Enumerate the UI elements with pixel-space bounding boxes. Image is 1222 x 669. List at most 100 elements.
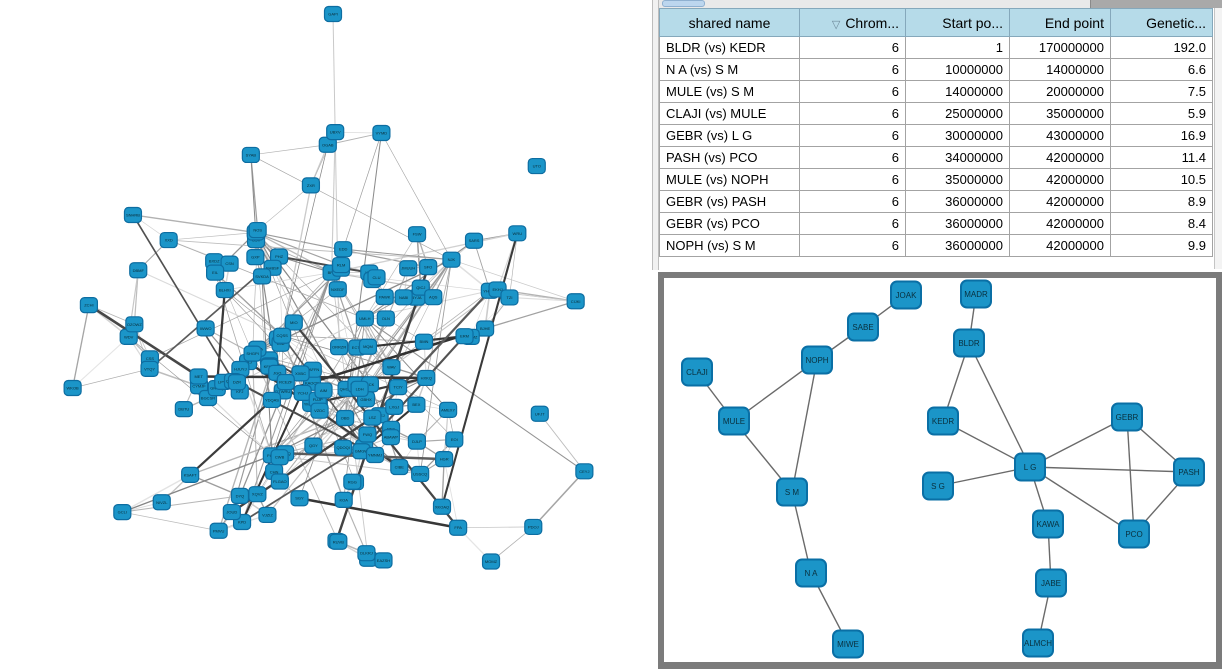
network-node[interactable]: SVKDA — [252, 268, 272, 285]
main-network-canvas[interactable]: KWALECTDKPDBXDZJMUUHWEFASYABGNSCUTOSNHRB… — [0, 0, 652, 669]
network-node[interactable]: UFJT — [530, 405, 549, 422]
subnetwork-edge-BLDR-L G[interactable] — [968, 342, 1031, 468]
cell-chromosome[interactable]: 6 — [799, 36, 906, 59]
table-row[interactable]: BLDR (vs) KEDR 6 1 170000000 192.0 — [659, 36, 1213, 59]
column-header-end-point[interactable]: End point — [1009, 8, 1111, 37]
network-node[interactable]: ZXR — [301, 177, 321, 194]
subnetwork-node-ALMCH[interactable]: ALMCH — [1022, 628, 1054, 658]
cell-start-point[interactable]: 34000000 — [905, 146, 1010, 169]
network-node[interactable]: VJZIZ — [258, 506, 277, 524]
cell-end-point[interactable]: 35000000 — [1009, 102, 1111, 125]
network-node[interactable]: NJK — [442, 251, 461, 268]
network-node[interactable]: VYMD — [372, 124, 391, 142]
network-edge[interactable] — [189, 399, 273, 476]
network-node[interactable]: CLU — [367, 269, 386, 286]
cell-start-point[interactable]: 36000000 — [905, 190, 1010, 213]
cell-shared-name[interactable]: BLDR (vs) KEDR — [659, 36, 800, 59]
cell-chromosome[interactable]: 6 — [799, 102, 906, 125]
subnetwork-node-MULE[interactable]: MULE — [718, 406, 750, 436]
network-edge[interactable] — [509, 296, 576, 302]
network-node[interactable]: UMLH — [355, 310, 374, 327]
network-edge[interactable] — [71, 305, 90, 389]
cell-shared-name[interactable]: NOPH (vs) S M — [659, 234, 800, 257]
cell-start-point[interactable]: 36000000 — [905, 234, 1010, 257]
subnetwork-node-JOAK[interactable]: JOAK — [890, 280, 922, 310]
network-edge[interactable] — [257, 185, 312, 231]
network-node[interactable]: MQM — [358, 338, 378, 355]
network-node[interactable]: WKOB — [63, 379, 82, 397]
cell-chromosome[interactable]: 6 — [799, 168, 906, 191]
network-node[interactable]: MOMZ — [481, 553, 501, 570]
network-node[interactable]: IWWO — [196, 320, 215, 337]
network-edge[interactable] — [168, 239, 452, 261]
cell-genetic[interactable]: 10.5 — [1110, 168, 1213, 191]
cell-start-point[interactable]: 35000000 — [905, 168, 1010, 191]
network-edge[interactable] — [168, 232, 256, 241]
network-edge[interactable] — [539, 413, 585, 472]
network-node[interactable]: RLM — [331, 256, 351, 274]
cell-end-point[interactable]: 43000000 — [1009, 124, 1111, 147]
network-node[interactable]: SARS — [464, 232, 484, 249]
network-node[interactable]: BLHXI — [215, 281, 234, 299]
cell-shared-name[interactable]: MULE (vs) NOPH — [659, 168, 800, 191]
cell-genetic[interactable]: 6.6 — [1110, 58, 1213, 81]
network-edge[interactable] — [425, 259, 452, 379]
network-node[interactable]: BEX — [407, 396, 426, 413]
network-edge[interactable] — [122, 454, 273, 513]
network-node[interactable]: WRU — [508, 225, 527, 242]
network-edge[interactable] — [364, 233, 418, 319]
network-edge[interactable] — [364, 318, 449, 411]
network-edge[interactable] — [122, 511, 219, 532]
network-edge[interactable] — [381, 132, 452, 260]
cell-start-point[interactable]: 1 — [905, 36, 1010, 59]
network-node[interactable]: KOA — [334, 491, 353, 508]
network-node[interactable]: JOUD — [222, 503, 241, 521]
network-node[interactable]: SHGPI — [243, 345, 262, 362]
network-edge[interactable] — [255, 239, 332, 273]
network-edge[interactable] — [133, 270, 139, 325]
subnetwork-node-SABE[interactable]: SABE — [847, 312, 879, 342]
network-node[interactable]: QGY — [304, 437, 323, 454]
network-node[interactable]: PAWK — [375, 288, 394, 306]
cell-genetic[interactable]: 16.9 — [1110, 124, 1213, 147]
network-node[interactable]: EOI — [445, 431, 464, 448]
column-header-shared-name[interactable]: shared name — [659, 8, 800, 37]
network-node[interactable]: LSZ — [363, 409, 382, 426]
network-node[interactable]: EAZSH — [374, 552, 393, 569]
column-header-start-point[interactable]: Start po... — [905, 8, 1010, 37]
network-node[interactable]: CIBE — [390, 458, 409, 476]
cell-shared-name[interactable]: GEBR (vs) PASH — [659, 190, 800, 213]
table-vertical-scrollbar[interactable] — [1214, 8, 1222, 269]
cell-shared-name[interactable]: MULE (vs) S M — [659, 80, 800, 103]
network-node[interactable]: AMEXY — [439, 401, 458, 418]
network-node[interactable]: XQVZ — [248, 486, 267, 503]
table-row[interactable]: GEBR (vs) PASH 6 36000000 42000000 8.9 — [659, 190, 1213, 213]
subnetwork-node-MADR[interactable]: MADR — [960, 279, 992, 309]
network-edge[interactable] — [138, 269, 283, 337]
cell-shared-name[interactable]: GEBR (vs) PCO — [659, 212, 800, 235]
table-horizontal-scrollbar[interactable] — [659, 0, 1222, 8]
table-row[interactable]: MULE (vs) NOPH 6 35000000 42000000 10.5 — [659, 168, 1213, 191]
subnetwork-node-PCO[interactable]: PCO — [1118, 519, 1150, 549]
network-node[interactable]: CQSS — [273, 327, 292, 344]
cell-chromosome[interactable]: 6 — [799, 190, 906, 213]
cell-chromosome[interactable]: 6 — [799, 212, 906, 235]
cell-chromosome[interactable]: 6 — [799, 234, 906, 257]
subnetwork-node-NOPH[interactable]: NOPH — [801, 345, 833, 375]
network-node[interactable]: FPA — [449, 519, 468, 536]
network-node[interactable]: TZI — [500, 289, 519, 306]
subnetwork-node-S G[interactable]: S G — [922, 471, 954, 501]
network-node[interactable]: DLKRJ — [357, 545, 376, 562]
network-node[interactable]: CWB — [270, 449, 289, 466]
cell-start-point[interactable]: 10000000 — [905, 58, 1010, 81]
network-edge[interactable] — [331, 132, 336, 273]
cell-shared-name[interactable]: CLAJI (vs) MULE — [659, 102, 800, 125]
network-edge[interactable] — [252, 353, 339, 542]
table-row[interactable]: GEBR (vs) PCO 6 36000000 42000000 8.4 — [659, 212, 1213, 235]
cell-end-point[interactable]: 42000000 — [1009, 190, 1111, 213]
subnetwork-node-GEBR[interactable]: GEBR — [1111, 402, 1143, 432]
network-edge[interactable] — [299, 496, 459, 529]
network-node[interactable]: OLN — [376, 310, 395, 327]
network-edge[interactable] — [509, 233, 518, 298]
network-node[interactable]: GXP — [246, 249, 265, 266]
